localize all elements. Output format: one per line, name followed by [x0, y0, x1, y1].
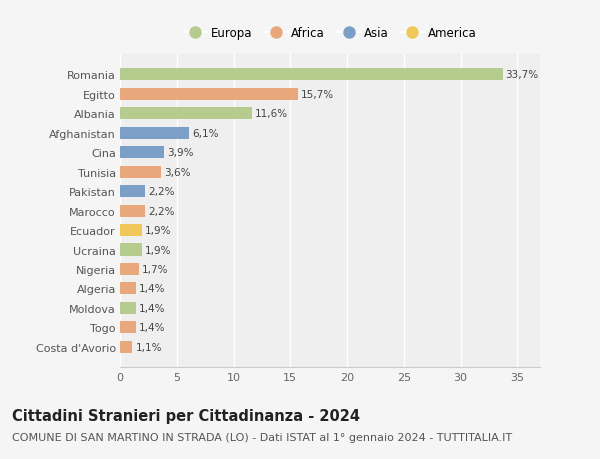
Text: 1,9%: 1,9%: [145, 245, 171, 255]
Bar: [120, 322, 136, 334]
Text: 1,9%: 1,9%: [145, 225, 171, 235]
Bar: [120, 205, 145, 217]
Bar: [120, 108, 251, 120]
Bar: [120, 244, 142, 256]
Text: 1,1%: 1,1%: [136, 342, 162, 352]
Text: 3,9%: 3,9%: [167, 148, 194, 158]
Text: 1,4%: 1,4%: [139, 284, 165, 294]
Text: 15,7%: 15,7%: [301, 90, 334, 100]
Text: 1,4%: 1,4%: [139, 303, 165, 313]
Legend: Europa, Africa, Asia, America: Europa, Africa, Asia, America: [184, 27, 476, 39]
Bar: [120, 147, 164, 159]
Bar: [120, 263, 139, 275]
Text: 2,2%: 2,2%: [148, 187, 175, 197]
Text: COMUNE DI SAN MARTINO IN STRADA (LO) - Dati ISTAT al 1° gennaio 2024 - TUTTITALI: COMUNE DI SAN MARTINO IN STRADA (LO) - D…: [12, 432, 512, 442]
Bar: [120, 166, 161, 179]
Text: 11,6%: 11,6%: [254, 109, 287, 119]
Text: Cittadini Stranieri per Cittadinanza - 2024: Cittadini Stranieri per Cittadinanza - 2…: [12, 408, 360, 423]
Bar: [120, 128, 189, 140]
Text: 3,6%: 3,6%: [164, 168, 190, 177]
Bar: [120, 89, 298, 101]
Bar: [120, 186, 145, 198]
Text: 6,1%: 6,1%: [192, 129, 218, 139]
Text: 1,4%: 1,4%: [139, 323, 165, 333]
Bar: [120, 283, 136, 295]
Text: 1,7%: 1,7%: [142, 264, 169, 274]
Bar: [120, 302, 136, 314]
Bar: [120, 224, 142, 236]
Text: 2,2%: 2,2%: [148, 206, 175, 216]
Text: 33,7%: 33,7%: [505, 70, 539, 80]
Bar: [120, 69, 503, 81]
Bar: [120, 341, 133, 353]
